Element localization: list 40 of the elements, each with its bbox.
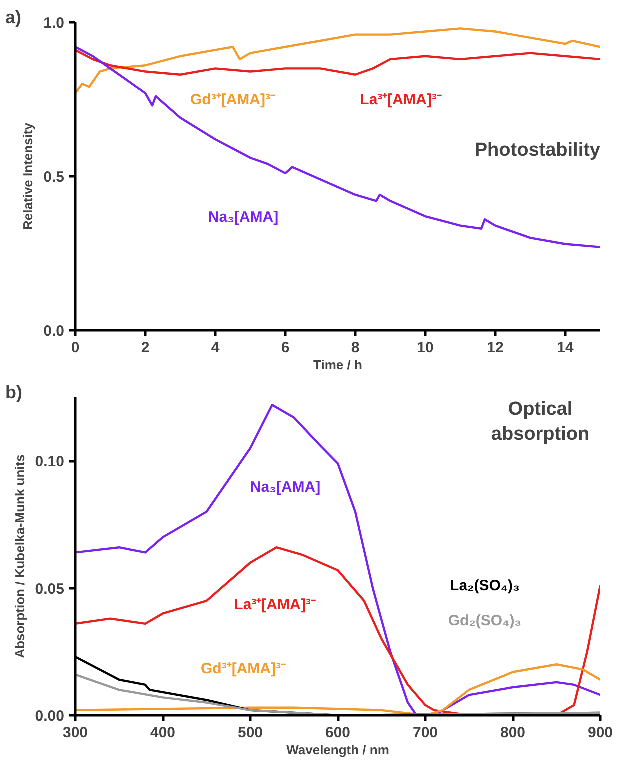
x-tick-label: 10	[417, 340, 434, 356]
x-tick-label: 800	[500, 724, 526, 742]
x-tick-label: 14	[557, 340, 574, 356]
x-tick-label: 900	[588, 724, 614, 742]
y-tick-label: 0.0	[44, 323, 65, 340]
y-tick-label: 0.10	[35, 454, 65, 471]
x-tick-label: 6	[281, 340, 290, 356]
line-series	[76, 28, 600, 94]
text: Gd³⁺[AMA]³⁻	[190, 92, 276, 109]
x-tick-label: 700	[412, 724, 438, 742]
x-tick-label: 12	[487, 340, 504, 356]
x-axis-title: Time / h	[314, 358, 362, 372]
y-tick-label: 0.5	[44, 169, 65, 186]
text: Gd₂(SO₄)₃	[448, 612, 522, 630]
x-tick-label: 300	[62, 724, 88, 742]
y-axis-title: Absorption / Kubelka-Munk units	[12, 454, 28, 658]
text: Na₃[AMA]	[208, 208, 279, 226]
series-label: La³⁺[AMA]³⁻	[360, 92, 442, 109]
line-series	[76, 46, 600, 248]
y-axis-title: Relative Intensity	[20, 122, 36, 230]
text: Optical absorption	[491, 399, 590, 446]
x-axis-title: Wavelength / nm	[286, 742, 390, 758]
text: La₂(SO₄)₃	[450, 578, 520, 595]
series-label: La³⁺[AMA]³⁻	[234, 596, 316, 614]
x-tick-label: 4	[211, 340, 220, 356]
series-label: Na₃[AMA]	[250, 479, 321, 496]
text: Gd³⁺[AMA]³⁻	[201, 660, 286, 678]
x-tick-label: 400	[150, 724, 176, 742]
y-tick-label: 0.05	[35, 580, 65, 598]
text: b)	[6, 382, 22, 402]
x-tick-label: 600	[325, 724, 351, 742]
line-series	[76, 49, 600, 76]
text: Photostability	[474, 140, 601, 162]
y-tick-label: 1.0	[44, 15, 65, 32]
y-tick-label: 0.00	[35, 708, 65, 725]
x-tick-label: 8	[351, 340, 360, 356]
text: a)	[6, 8, 22, 28]
x-tick-label: 500	[238, 724, 264, 742]
x-tick-label: 2	[141, 340, 150, 356]
x-tick-label: 0	[71, 340, 80, 356]
